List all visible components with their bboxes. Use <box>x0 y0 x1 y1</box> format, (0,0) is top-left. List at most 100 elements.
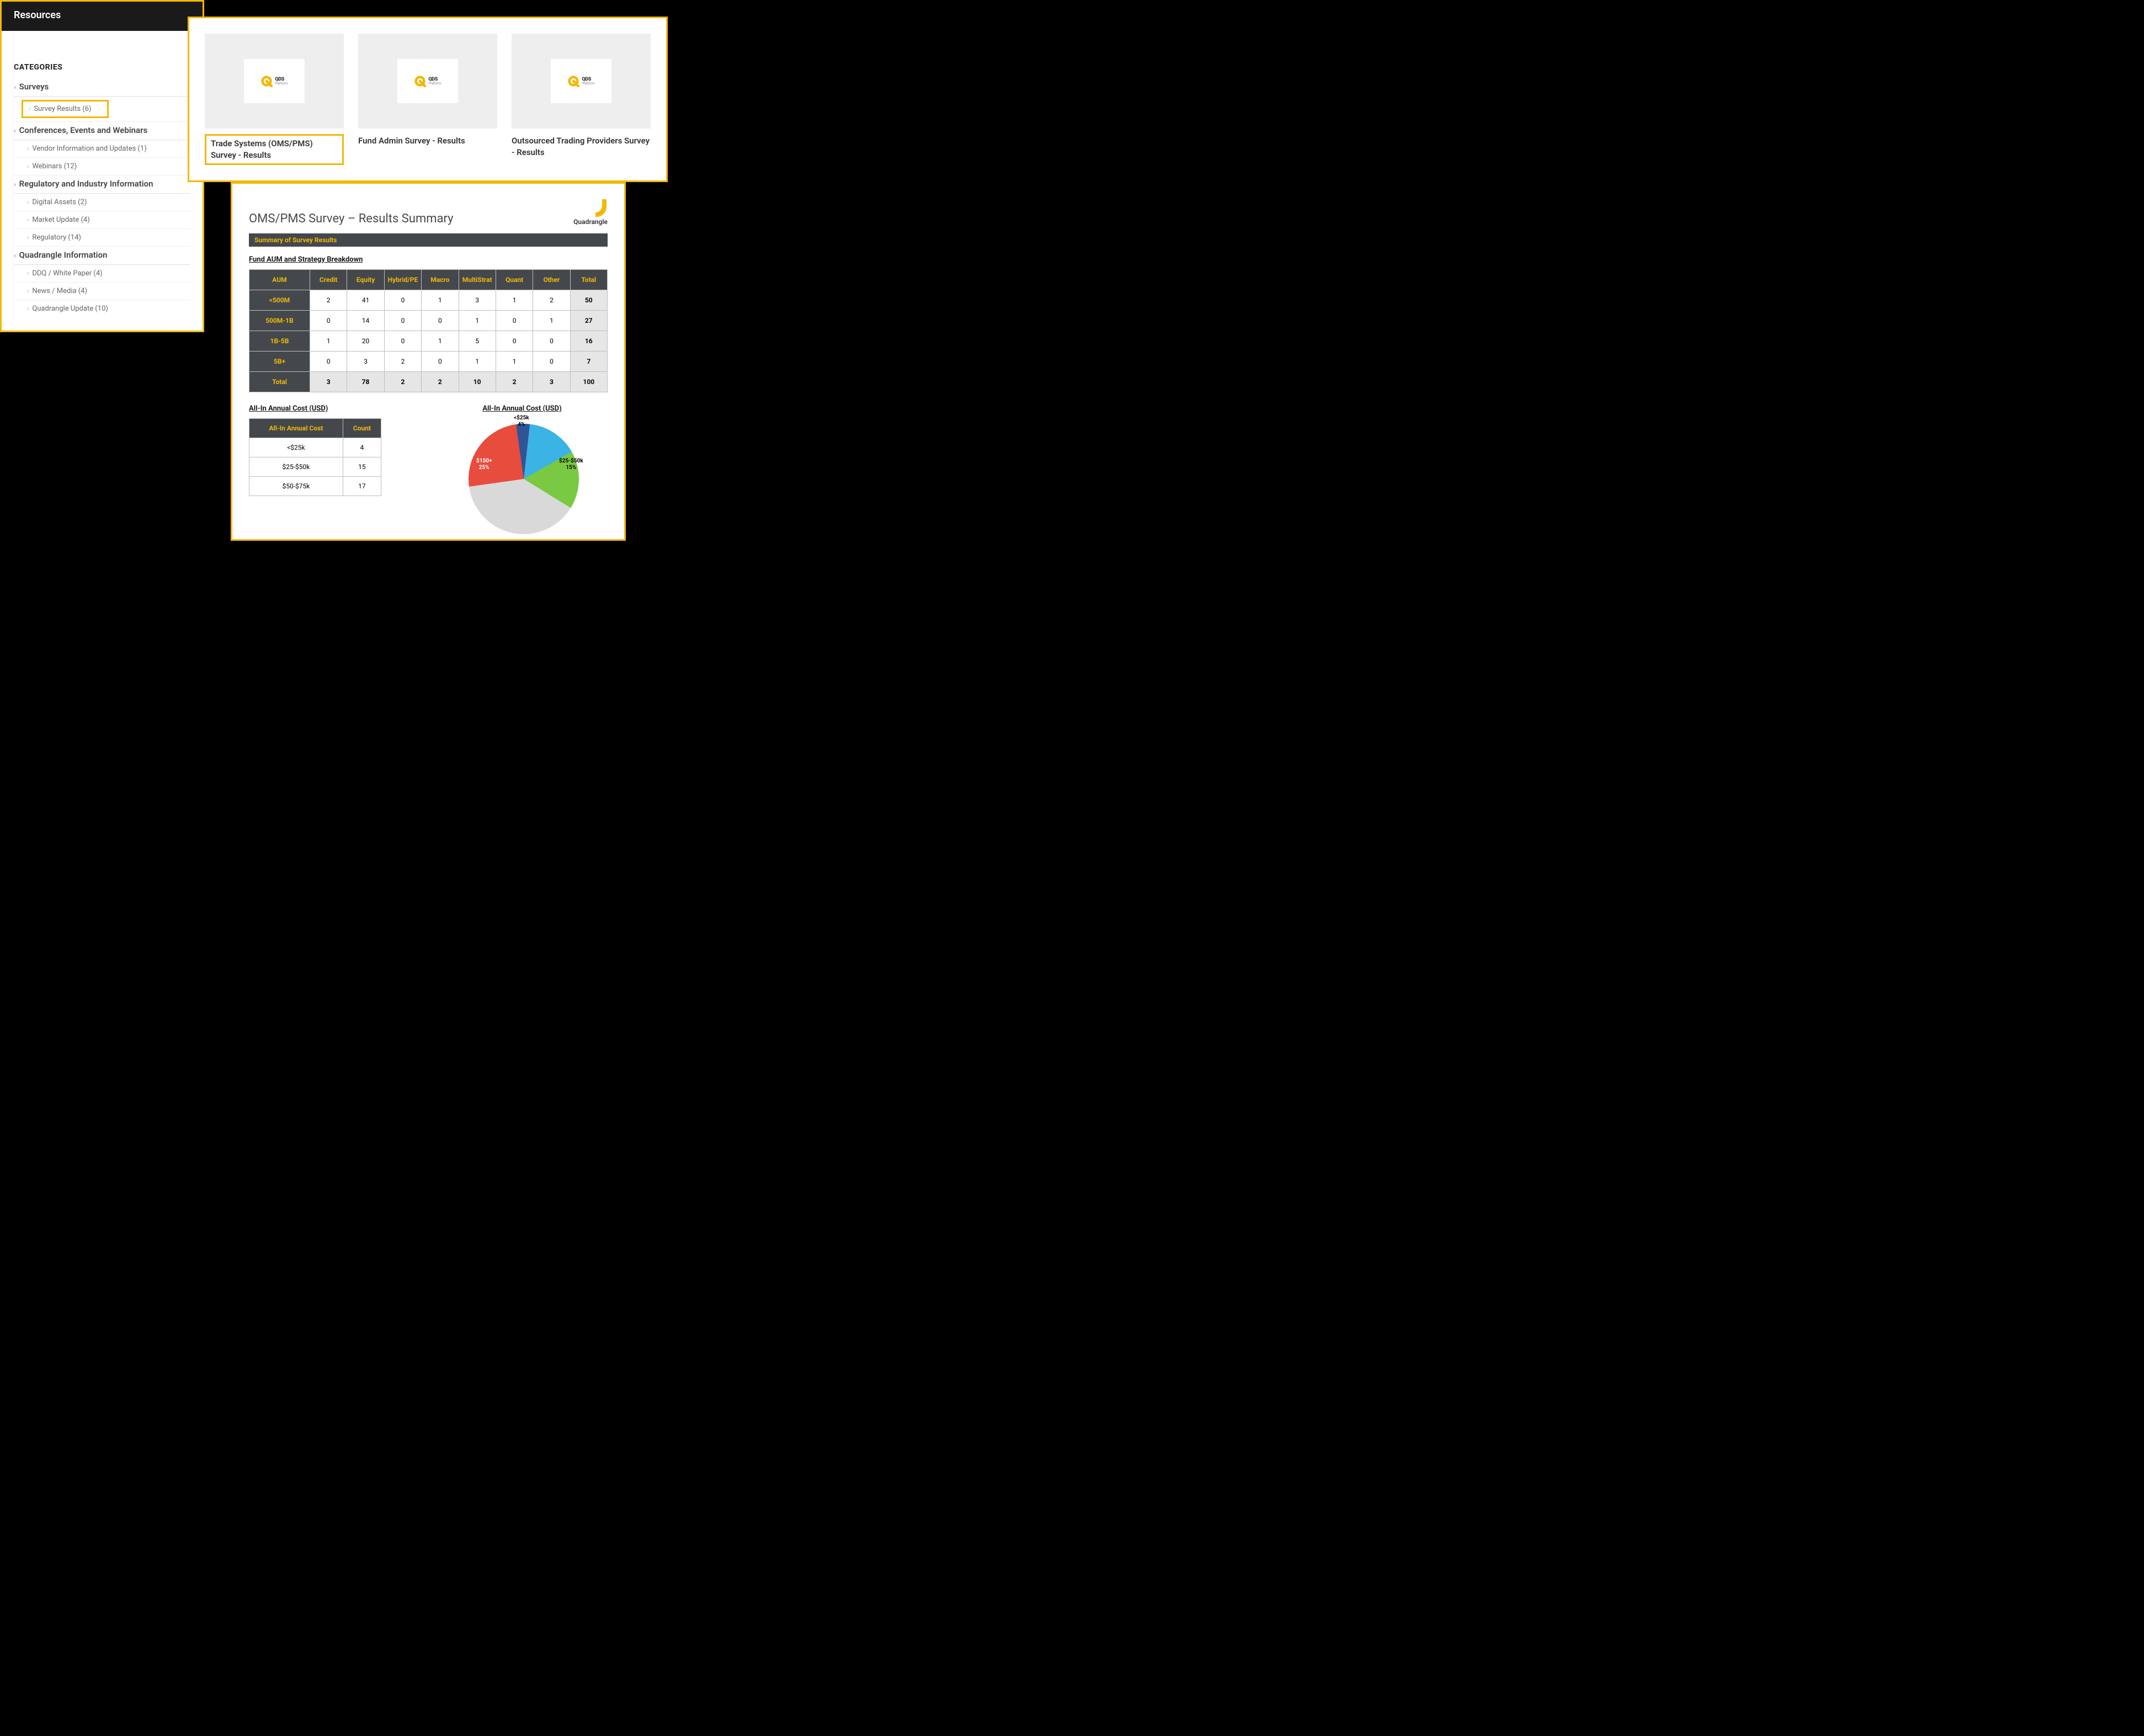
qds-logo: QDSPlatform <box>260 75 288 87</box>
cards-panel: QDSPlatform Trade Systems (OMS/PMS) Surve… <box>188 17 668 182</box>
result-card[interactable]: QDSPlatform Fund Admin Survey - Results <box>358 34 497 165</box>
aum-cell: 0 <box>384 331 421 352</box>
aum-heading: Fund AUM and Strategy Breakdown <box>249 255 608 264</box>
aum-cell: 14 <box>347 311 384 331</box>
aum-body: <500M2410131250500M-1B01400101271B-5B120… <box>249 290 608 392</box>
sidebar-item-label: DDQ / White Paper (4) <box>32 269 102 278</box>
pie-chart: <$25k4% $25-$50k15% $150+25% <box>437 418 597 529</box>
table-row: <500M2410131250 <box>249 290 608 311</box>
caret-icon: › <box>27 287 29 295</box>
aum-table: AUMCreditEquityHybrid/PEMacroMultiStratQ… <box>249 269 608 392</box>
card-thumbnail: QDSPlatform <box>358 34 497 129</box>
sidebar-section-label: Quadrangle Information <box>19 250 108 260</box>
result-card[interactable]: QDSPlatform Outsourced Trading Providers … <box>512 34 651 165</box>
sidebar-item[interactable]: ›Webinars (12) <box>14 158 190 175</box>
pie <box>469 424 579 534</box>
caret-icon: › <box>29 105 30 113</box>
aum-col-header: Quant <box>496 270 533 290</box>
sidebar-item-label: Market Update (4) <box>32 216 89 224</box>
section-bar: Summary of Survey Results <box>249 233 608 247</box>
table-row: <$25k4 <box>249 438 381 457</box>
table-row: 500M-1B0140010127 <box>249 311 608 331</box>
card-thumbnail: QDSPlatform <box>205 34 344 129</box>
pie-label: <$25k4% <box>514 415 529 428</box>
cost-label: $25-$50k <box>249 457 343 477</box>
thumb-label-2: Platform <box>428 82 441 86</box>
cost-body: <$25k4$25-$50k15$50-$75k17 <box>249 438 381 496</box>
aum-cell: 2 <box>422 372 459 392</box>
aum-cell: 78 <box>347 372 384 392</box>
card-title: Fund Admin Survey - Results <box>358 135 497 147</box>
aum-col-header: Other <box>533 270 570 290</box>
aum-col-header: Total <box>570 270 607 290</box>
table-row: $25-$50k15 <box>249 457 381 477</box>
aum-cell: 3 <box>533 372 570 392</box>
aum-cell: 1 <box>459 311 496 331</box>
sidebar-item[interactable]: ›DDQ / White Paper (4) <box>14 265 190 283</box>
aum-row-header: 5B+ <box>249 352 310 372</box>
sidebar-item[interactable]: ›Regulatory (14) <box>14 229 190 247</box>
sidebar-section-label: Surveys <box>19 82 49 92</box>
cost-col-header: Count <box>343 419 381 438</box>
aum-cell: 2 <box>384 372 421 392</box>
sidebar-item[interactable]: ›Quadrangle Update (10) <box>14 300 190 317</box>
aum-cell: 5 <box>459 331 496 352</box>
sidebar-section-label: Regulatory and Industry Information <box>19 179 153 189</box>
pie-label: $25-$50k15% <box>559 458 583 471</box>
sidebar-item-label: Webinars (12) <box>32 162 77 171</box>
sidebar-header: Resources <box>2 2 203 31</box>
aum-cell: 41 <box>347 290 384 311</box>
sidebar-section[interactable]: ›Regulatory and Industry Information <box>14 175 190 194</box>
sidebar-item[interactable]: ›News / Media (4) <box>14 283 190 300</box>
sidebar-section[interactable]: ›Surveys <box>14 78 190 97</box>
categories-tree: ›Surveys›Survey Results (6)›Conferences,… <box>14 78 190 317</box>
result-card[interactable]: QDSPlatform Trade Systems (OMS/PMS) Surve… <box>205 34 344 165</box>
caret-icon: › <box>14 252 16 259</box>
aum-cell: 7 <box>570 352 607 372</box>
aum-cell: 1 <box>496 290 533 311</box>
sidebar-section[interactable]: ›Quadrangle Information <box>14 247 190 265</box>
aum-cell: 0 <box>310 352 347 372</box>
caret-icon: › <box>27 234 29 241</box>
sidebar-item[interactable]: ›Market Update (4) <box>14 211 190 229</box>
aum-cell: 50 <box>570 290 607 311</box>
table-row: 1B-5B1200150016 <box>249 331 608 352</box>
aum-cell: 10 <box>459 372 496 392</box>
aum-cell: 20 <box>347 331 384 352</box>
aum-cell: 0 <box>384 311 421 331</box>
aum-total-row: Total378221023100 <box>249 372 608 392</box>
aum-cell: 0 <box>310 311 347 331</box>
sidebar-item[interactable]: ›Vendor Information and Updates (1) <box>14 140 190 158</box>
card-title: Outsourced Trading Providers Survey - Re… <box>512 135 651 158</box>
aum-cell: 0 <box>422 311 459 331</box>
caret-icon: › <box>14 127 16 135</box>
sidebar-panel: Resources CATEGORIES ›Surveys›Survey Res… <box>0 0 204 332</box>
aum-cell: 0 <box>422 352 459 372</box>
table-row: $50-$75k17 <box>249 477 381 496</box>
document-panel: OMS/PMS Survey – Results Summary Quadran… <box>231 182 626 541</box>
aum-col-header: MultiStrat <box>459 270 496 290</box>
caret-icon: › <box>14 180 16 188</box>
categories-label: CATEGORIES <box>14 63 190 72</box>
aum-cell: 100 <box>570 372 607 392</box>
sidebar-item[interactable]: ›Digital Assets (2) <box>14 194 190 211</box>
sidebar-section[interactable]: ›Conferences, Events and Webinars <box>14 122 190 140</box>
pie-label: $150+25% <box>476 458 492 471</box>
brand-text: Quadrangle <box>573 218 608 226</box>
aum-cell: 1 <box>422 290 459 311</box>
aum-cell: 1 <box>310 331 347 352</box>
caret-icon: › <box>14 83 16 91</box>
card-title: Trade Systems (OMS/PMS) Survey - Results <box>205 134 344 165</box>
sidebar-item[interactable]: ›Survey Results (6) <box>14 97 190 122</box>
aum-col-header: Macro <box>422 270 459 290</box>
cost-label: <$25k <box>249 438 343 457</box>
aum-cell: 2 <box>310 290 347 311</box>
card-thumbnail: QDSPlatform <box>512 34 651 129</box>
aum-row-header: Total <box>249 372 310 392</box>
qds-logo: QDSPlatform <box>414 75 441 87</box>
document-title: OMS/PMS Survey – Results Summary <box>249 212 454 226</box>
aum-row-header: 500M-1B <box>249 311 310 331</box>
sidebar-item-label: News / Media (4) <box>32 287 87 295</box>
aum-cell: 27 <box>570 311 607 331</box>
thumb-label-2: Platform <box>582 82 594 86</box>
